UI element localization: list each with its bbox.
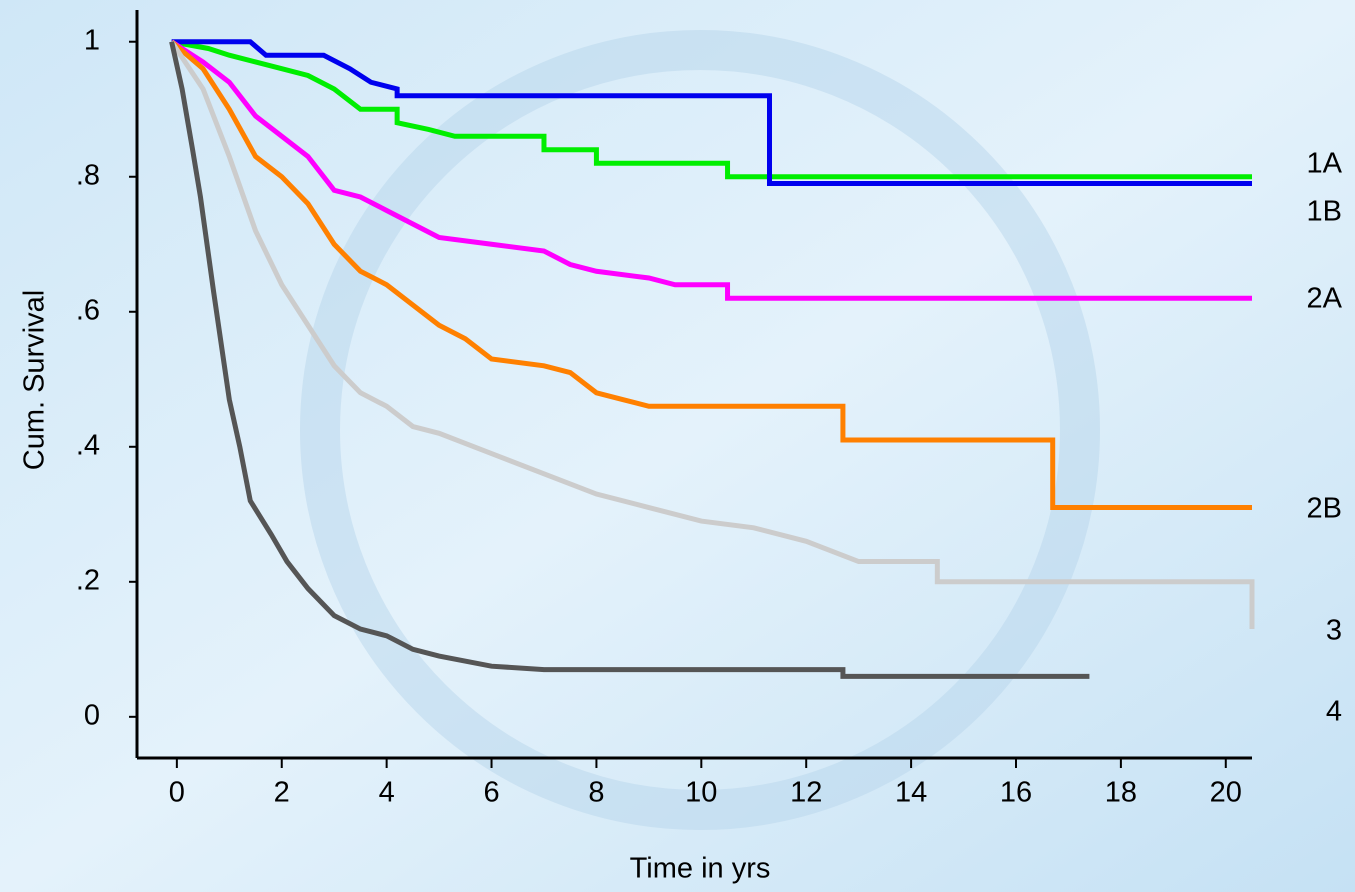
x-tick-label: 2 (274, 777, 290, 809)
x-tick-label: 10 (685, 777, 717, 809)
x-axis-label: Time in yrs (630, 853, 771, 885)
x-tick-label: 20 (1210, 777, 1242, 809)
y-tick-label: .2 (76, 564, 100, 596)
x-tick-label: 0 (169, 777, 185, 809)
survival-curve (169, 39, 1252, 511)
x-tick-label: 18 (1105, 777, 1137, 809)
y-tick-label: 0 (84, 699, 100, 731)
survival-curve (171, 39, 1252, 186)
y-tick-label: .8 (76, 159, 100, 191)
x-tick-label: 8 (588, 777, 604, 809)
curve-label: 3 (1326, 615, 1342, 647)
curve-label: 2B (1307, 493, 1342, 525)
curve-label: 1A (1307, 148, 1343, 180)
curve-label: 2A (1307, 283, 1343, 315)
y-tick-label: 1 (84, 24, 100, 56)
y-axis-label: Cum. Survival (19, 290, 51, 471)
x-tick-label: 14 (895, 777, 927, 809)
x-tick-label: 12 (790, 777, 822, 809)
x-tick-label: 16 (1000, 777, 1032, 809)
curve-label: 4 (1326, 696, 1342, 728)
emblem (300, 30, 1100, 830)
survival-curve (169, 41, 1090, 679)
y-tick-label: .6 (76, 294, 100, 326)
x-tick-label: 4 (379, 777, 395, 809)
survival-curve (169, 40, 1255, 630)
curve-label: 1B (1307, 196, 1342, 228)
survival-curve (171, 39, 1252, 180)
x-tick-label: 6 (483, 777, 499, 809)
survival-curve (170, 39, 1252, 301)
y-tick-label: .4 (76, 429, 100, 461)
